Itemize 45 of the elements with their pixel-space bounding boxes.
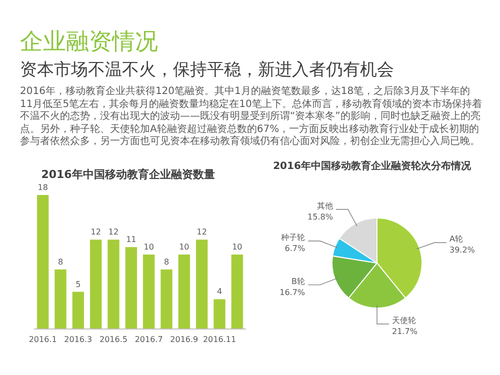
- bar: [125, 247, 137, 329]
- x-tick-label: 2016.1: [28, 335, 57, 344]
- chart-title: 2016年中国移动教育企业融资数量: [41, 168, 215, 181]
- data-label: 10: [144, 242, 154, 252]
- data-label: 10: [232, 242, 242, 252]
- bar: [90, 240, 102, 329]
- bar: [143, 254, 155, 329]
- data-label: 16.7%: [280, 288, 306, 297]
- x-tick-label: 2016.11: [202, 335, 236, 344]
- data-label: 8: [164, 257, 170, 266]
- data-label: 12: [108, 228, 119, 237]
- data-label: 4: [216, 287, 222, 296]
- data-label: 8: [58, 257, 64, 266]
- chart-title: 2016年中国移动教育企业融资轮次分布情况: [273, 160, 472, 172]
- data-label: 39.2%: [449, 246, 476, 255]
- text: 2016年，移动教育企业共获得120笔融资。其中1月的融资笔数最多，达18笔，之后除3月及下半年的11月低至5笔左右，其余每月的融资数量均稳定在10笔上下。总体而言，移动教育领域的资本市场保持着不温不火的态势，没有出现大的波动——既没有明显受到所谓“资本寒冬”的影响，同时也缺乏融资上的亮点。另外，种子轮、天使轮加A轮融资超过融资总数的67%，一方面反映出移动教育行业处于成长初期的参与者依然众多，另一方面也可见资本在移动教育领域仍有信心面对风险，初创企业无需担心入局已晚。: [20, 86, 482, 148]
- slice-label: 种子轮: [281, 233, 306, 242]
- bar: [160, 269, 172, 329]
- slice-label: B轮: [292, 276, 306, 286]
- bar: [214, 299, 226, 329]
- x-tick-label: 2016.9: [170, 335, 198, 344]
- data-label: 6.7%: [284, 244, 306, 254]
- bar: [178, 254, 190, 329]
- data-label: 21.7%: [392, 327, 418, 336]
- bar: [37, 195, 49, 329]
- x-tick-label: 2016.5: [100, 335, 128, 344]
- x-tick-label: 2016.3: [64, 335, 92, 344]
- data-label: 10: [179, 242, 190, 252]
- slice-label: 其他: [316, 201, 333, 210]
- data-label: 12: [196, 228, 207, 237]
- x-tick-label: 2016.7: [134, 335, 163, 344]
- data-label: 5: [76, 280, 81, 289]
- data-label: 15.8%: [308, 212, 334, 222]
- data-label: 12: [90, 228, 101, 237]
- text: 资本市场不温不火，保持平稳，新进入者仍有机会: [20, 59, 394, 81]
- slice-label: A轮: [449, 234, 463, 244]
- bar: [54, 269, 66, 329]
- bar: [196, 240, 208, 329]
- data-label: 11: [126, 235, 136, 244]
- slice-label: 天使轮: [392, 316, 416, 325]
- data-label: 18: [38, 183, 48, 192]
- bar: [231, 254, 243, 329]
- bar: [108, 240, 120, 329]
- text: 企业融资情况: [20, 28, 158, 57]
- bar: [72, 292, 84, 329]
